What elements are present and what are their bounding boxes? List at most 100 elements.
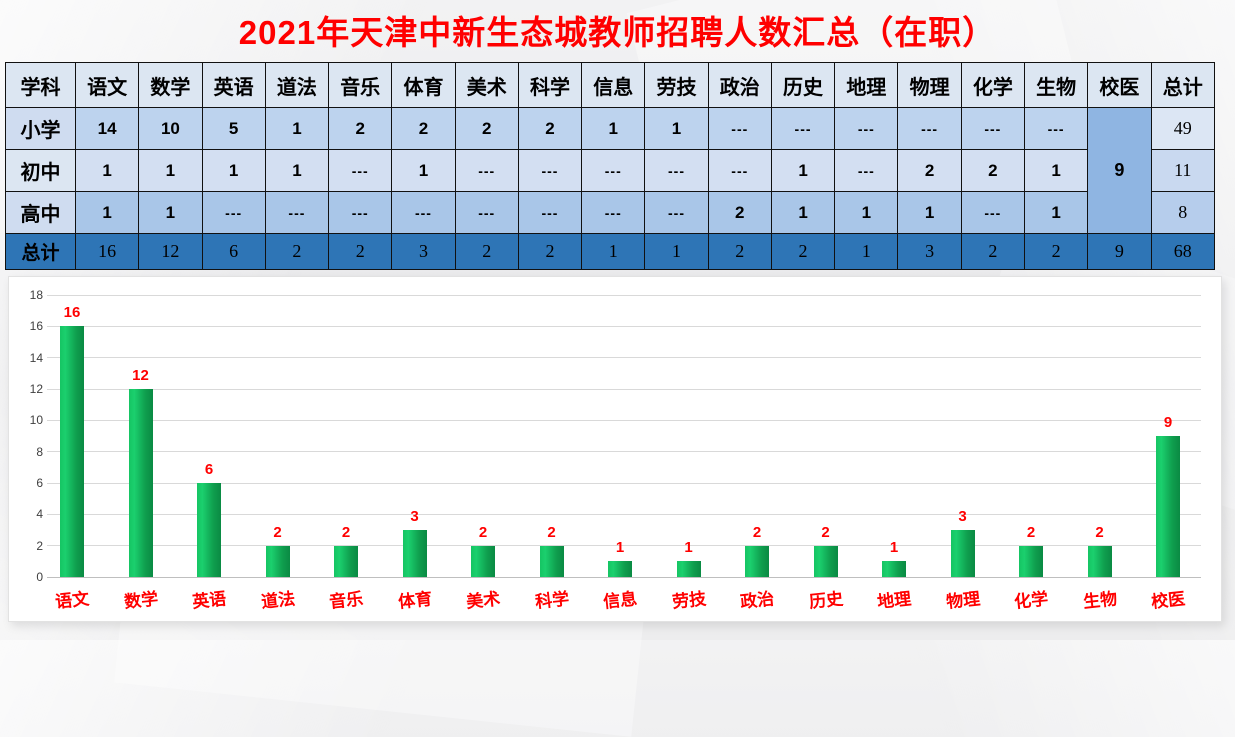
bar-category-label: 地理 [876, 589, 913, 612]
table-cell: --- [960, 191, 1025, 234]
table-cell: --- [960, 107, 1025, 150]
table-cell: 9 [1087, 233, 1152, 270]
table-cell: 2 [328, 107, 393, 150]
table-cell: 1 [1023, 149, 1089, 192]
table-cell: --- [707, 107, 772, 150]
gridline [47, 388, 1201, 390]
bar-value-label: 16 [63, 304, 81, 321]
table-cell: 1 [138, 149, 203, 192]
bar-category-label: 语文 [54, 589, 91, 612]
bar-category-label: 道法 [259, 589, 296, 612]
row-total-cell: 8 [1150, 191, 1216, 234]
row-label: 小学 [5, 107, 76, 150]
table-cell: 1 [391, 149, 456, 192]
column-header: 地理 [834, 62, 899, 108]
table-cell: 3 [391, 233, 456, 270]
table-cell: --- [644, 191, 709, 234]
bar-category-label: 美术 [465, 589, 502, 612]
column-header: 物理 [897, 62, 962, 108]
bar-category-label: 政治 [739, 589, 776, 612]
bar [128, 389, 153, 577]
bar-value-label: 2 [752, 524, 762, 541]
bar [265, 546, 290, 577]
column-header: 历史 [770, 62, 836, 108]
gridline [47, 451, 1201, 453]
column-header: 音乐 [328, 62, 393, 108]
table-cell: 2 [391, 107, 456, 150]
bar-category-label: 劳技 [670, 589, 707, 612]
table-cell: --- [581, 191, 646, 234]
bar [813, 546, 838, 577]
table-cell: 1 [74, 191, 140, 234]
table-cell: 1 [201, 149, 266, 192]
bar-category-label: 科学 [533, 589, 570, 612]
bar-value-label: 1 [684, 539, 693, 556]
column-header: 政治 [707, 62, 772, 108]
bar [950, 530, 975, 577]
y-axis-tick-label: 0 [36, 570, 43, 584]
bar-category-label: 音乐 [328, 589, 365, 612]
y-axis-tick-label: 18 [29, 288, 43, 302]
table-cell: --- [328, 191, 393, 234]
column-header: 劳技 [644, 62, 709, 108]
row-total-cell: 49 [1150, 107, 1216, 150]
bar [539, 546, 564, 577]
table-cell: --- [517, 191, 583, 234]
row-label: 高中 [5, 191, 76, 234]
table-cell: 1 [581, 233, 646, 270]
column-header: 科学 [517, 62, 583, 108]
bar-value-label: 6 [204, 461, 214, 478]
column-header: 体育 [391, 62, 456, 108]
table-cell: 2 [707, 191, 772, 234]
y-axis-tick-label: 6 [36, 476, 43, 490]
table-cell: --- [644, 149, 709, 192]
table-cell: --- [454, 149, 519, 192]
column-header: 校医 [1087, 62, 1152, 108]
row-total-cell: 11 [1150, 149, 1216, 192]
merged-school-doctor-cell: 9 [1087, 107, 1152, 234]
column-header: 英语 [201, 62, 266, 108]
y-axis-tick-label: 2 [36, 538, 43, 553]
bar-value-label: 9 [1163, 414, 1173, 431]
table-cell: 1 [644, 107, 709, 150]
table-cell: 2 [960, 233, 1025, 270]
table-cell: --- [707, 149, 772, 192]
bar-value-label: 2 [273, 524, 282, 541]
table-cell: 1 [770, 191, 836, 234]
y-axis-tick-label: 8 [36, 444, 43, 459]
table-row: 初中 1 1 1 1 --- 1 --- --- --- --- --- 1 --- 2 2 1 11 [5, 149, 1216, 192]
bar-category-label: 校医 [1150, 589, 1187, 612]
table-row: 高中 1 1 --- --- --- --- --- --- --- --- 2 1 1 1 --- 1 8 [5, 191, 1216, 234]
bar-category-label: 信息 [602, 589, 639, 612]
table-cell: 1 [264, 107, 330, 150]
bar-value-label: 3 [410, 508, 419, 525]
bar-chart: 0 2 4 6 8 10 12 14 16 18 16 语文 12 数学 6 英语 2 道法 2 音乐 3 体育 2 美术 2 科… [8, 276, 1222, 622]
row-label: 总计 [5, 233, 76, 270]
summary-table: 学科 语文 数学 英语 道法 音乐 体育 美术 科学 信息 劳技 政治 历史 地理 物理 化学 生物 校医 总计 小… [5, 62, 1216, 270]
grand-total-cell: 68 [1150, 233, 1216, 270]
table-cell: 2 [517, 233, 583, 270]
table-cell: --- [897, 107, 962, 150]
bar-category-label: 生物 [1081, 589, 1118, 612]
column-header: 信息 [581, 62, 646, 108]
gridline [47, 545, 1201, 547]
bar-category-label: 历史 [807, 589, 844, 612]
table-cell: 1 [834, 191, 899, 234]
table-cell: 1 [1023, 191, 1089, 234]
table-row: 小学 14 10 5 1 2 2 2 2 1 1 --- --- --- --- --- --- 9 49 [5, 107, 1216, 234]
gridline [47, 419, 1201, 421]
column-header: 生物 [1023, 62, 1089, 108]
table-cell: 16 [74, 233, 140, 270]
table-cell: 12 [138, 233, 203, 270]
y-axis-tick-label: 14 [29, 350, 43, 365]
page-title: 2021年天津中新生态城教师招聘人数汇总（在职） [238, 14, 997, 51]
bar [60, 326, 84, 577]
bar-category-label: 数学 [122, 589, 159, 612]
table-cell: 2 [770, 233, 836, 270]
bar-value-label: 1 [615, 539, 625, 556]
table-header-row: 学科 语文 数学 英语 道法 音乐 体育 美术 科学 信息 劳技 政治 历史 地理 物理 化学 生物 校医 总计 [5, 62, 1216, 108]
table-cell: 2 [454, 107, 519, 150]
gridline [47, 482, 1201, 484]
table-cell: 3 [897, 233, 962, 270]
gridline [47, 325, 1201, 327]
